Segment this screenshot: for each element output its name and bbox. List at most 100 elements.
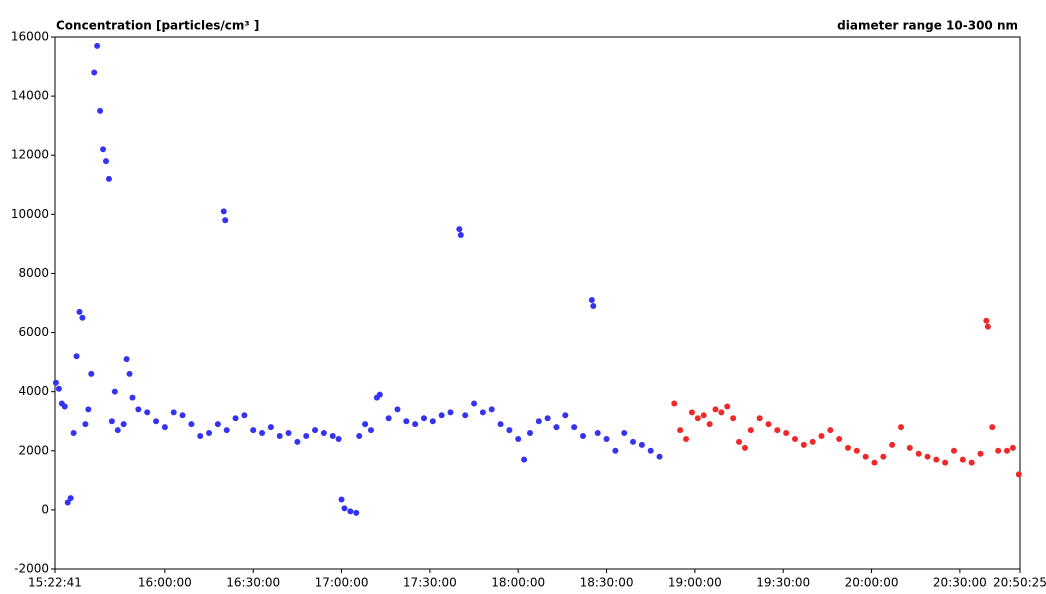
- data-point: [232, 415, 239, 422]
- data-point: [968, 459, 975, 466]
- data-point: [535, 418, 542, 425]
- data-point: [329, 433, 336, 439]
- data-point: [638, 441, 645, 448]
- data-point: [52, 379, 59, 386]
- data-point: [170, 409, 177, 416]
- data-point: [79, 314, 86, 321]
- data-point: [471, 400, 478, 407]
- data-point: [656, 453, 663, 460]
- data-point: [222, 217, 229, 224]
- data-point: [341, 505, 348, 512]
- data-point: [724, 403, 731, 410]
- data-point: [82, 421, 89, 428]
- data-point: [526, 430, 533, 437]
- data-point: [123, 356, 130, 363]
- data-point: [214, 421, 221, 428]
- data-point: [588, 297, 595, 304]
- data-point: [544, 415, 551, 422]
- data-point: [312, 427, 319, 434]
- x-tick-label: 18:30:00: [580, 576, 634, 590]
- data-point: [553, 424, 560, 431]
- data-point: [88, 370, 95, 377]
- data-point: [223, 427, 230, 434]
- data-point: [126, 370, 133, 377]
- x-tick-label: 17:30:00: [403, 576, 457, 590]
- data-point: [320, 430, 327, 437]
- data-point: [85, 406, 92, 413]
- data-point: [677, 427, 684, 434]
- data-point: [747, 427, 754, 434]
- y-tick-label: 2000: [18, 443, 49, 457]
- data-point: [111, 388, 118, 395]
- data-point: [515, 435, 522, 442]
- data-point: [462, 412, 469, 419]
- data-point: [984, 323, 991, 330]
- data-point: [603, 435, 610, 442]
- data-point: [844, 444, 851, 451]
- data-point: [818, 433, 825, 439]
- y-tick-label: 14000: [11, 89, 49, 103]
- data-point: [303, 433, 310, 439]
- data-point: [220, 208, 227, 215]
- chart-title: Concentration [particles/cm³ ]: [56, 19, 259, 33]
- data-point: [741, 444, 748, 451]
- plot-frame: [54, 36, 1021, 570]
- data-point: [179, 412, 186, 419]
- x-tick-label: 17:00:00: [315, 576, 369, 590]
- data-point: [403, 418, 410, 425]
- data-point: [294, 438, 301, 445]
- data-point: [479, 409, 486, 416]
- y-tick-label: 4000: [18, 384, 49, 398]
- data-point: [250, 427, 257, 434]
- data-point: [521, 456, 528, 463]
- data-point: [590, 302, 597, 309]
- data-point: [161, 424, 168, 431]
- data-point: [906, 444, 913, 451]
- y-tick-label: 8000: [18, 266, 49, 280]
- data-point: [144, 409, 151, 416]
- data-point: [1015, 471, 1022, 478]
- data-point: [765, 421, 772, 428]
- data-point: [579, 433, 586, 439]
- data-point: [447, 409, 454, 416]
- data-point: [338, 496, 345, 503]
- data-point: [506, 427, 513, 434]
- y-tick-label: 16000: [11, 30, 49, 44]
- data-point: [197, 433, 204, 439]
- data-point: [718, 409, 725, 416]
- data-point: [880, 453, 887, 460]
- data-point: [259, 430, 266, 437]
- data-point: [97, 107, 104, 114]
- data-point: [335, 435, 342, 442]
- x-tick-label: 19:30:00: [756, 576, 810, 590]
- data-point: [783, 430, 790, 437]
- data-point: [67, 495, 74, 502]
- data-point: [862, 453, 869, 460]
- data-point: [897, 424, 904, 431]
- data-point: [942, 459, 949, 466]
- data-point: [135, 406, 142, 413]
- data-point: [950, 447, 957, 454]
- data-point: [671, 400, 678, 407]
- data-point: [285, 430, 292, 437]
- data-point: [959, 456, 966, 463]
- data-point: [836, 435, 843, 442]
- data-point: [989, 424, 996, 431]
- x-tick-label: 18:00:00: [491, 576, 545, 590]
- data-point: [385, 415, 392, 422]
- data-point: [102, 158, 109, 165]
- data-point: [362, 421, 369, 428]
- data-point: [630, 438, 637, 445]
- data-point: [64, 499, 71, 506]
- data-point: [108, 418, 115, 425]
- y-tick-label: -2000: [14, 562, 49, 576]
- data-point: [1003, 447, 1010, 454]
- data-point: [688, 409, 695, 416]
- data-point: [827, 427, 834, 434]
- data-point: [412, 421, 419, 428]
- data-point: [394, 406, 401, 413]
- data-point: [594, 430, 601, 437]
- data-point: [100, 146, 107, 153]
- data-point: [1009, 444, 1016, 451]
